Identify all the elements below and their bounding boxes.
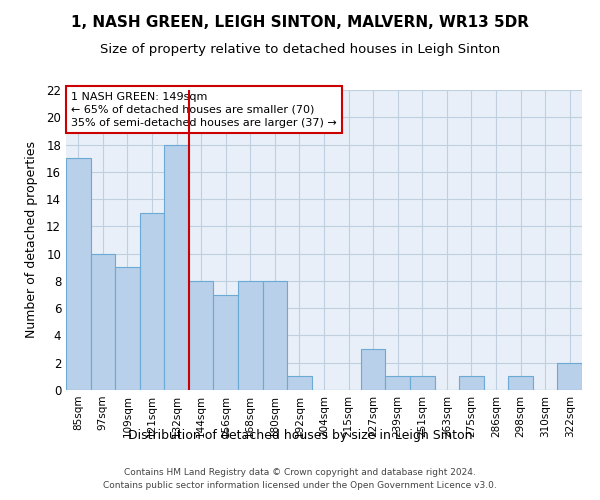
Bar bbox=[557, 362, 582, 390]
Text: Size of property relative to detached houses in Leigh Sinton: Size of property relative to detached ho… bbox=[100, 42, 500, 56]
Bar bbox=[385, 376, 410, 390]
Text: Contains HM Land Registry data © Crown copyright and database right 2024.: Contains HM Land Registry data © Crown c… bbox=[124, 468, 476, 477]
Bar bbox=[140, 212, 164, 390]
Text: 1 NASH GREEN: 149sqm
← 65% of detached houses are smaller (70)
35% of semi-detac: 1 NASH GREEN: 149sqm ← 65% of detached h… bbox=[71, 92, 337, 128]
Bar bbox=[263, 281, 287, 390]
Bar bbox=[66, 158, 91, 390]
Bar bbox=[508, 376, 533, 390]
Bar bbox=[91, 254, 115, 390]
Bar bbox=[164, 144, 189, 390]
Text: Distribution of detached houses by size in Leigh Sinton: Distribution of detached houses by size … bbox=[128, 428, 472, 442]
Bar bbox=[287, 376, 312, 390]
Bar bbox=[459, 376, 484, 390]
Bar bbox=[214, 294, 238, 390]
Text: 1, NASH GREEN, LEIGH SINTON, MALVERN, WR13 5DR: 1, NASH GREEN, LEIGH SINTON, MALVERN, WR… bbox=[71, 15, 529, 30]
Bar bbox=[361, 349, 385, 390]
Bar bbox=[238, 281, 263, 390]
Y-axis label: Number of detached properties: Number of detached properties bbox=[25, 142, 38, 338]
Text: Contains public sector information licensed under the Open Government Licence v3: Contains public sector information licen… bbox=[103, 482, 497, 490]
Bar bbox=[410, 376, 434, 390]
Bar bbox=[189, 281, 214, 390]
Bar bbox=[115, 268, 140, 390]
